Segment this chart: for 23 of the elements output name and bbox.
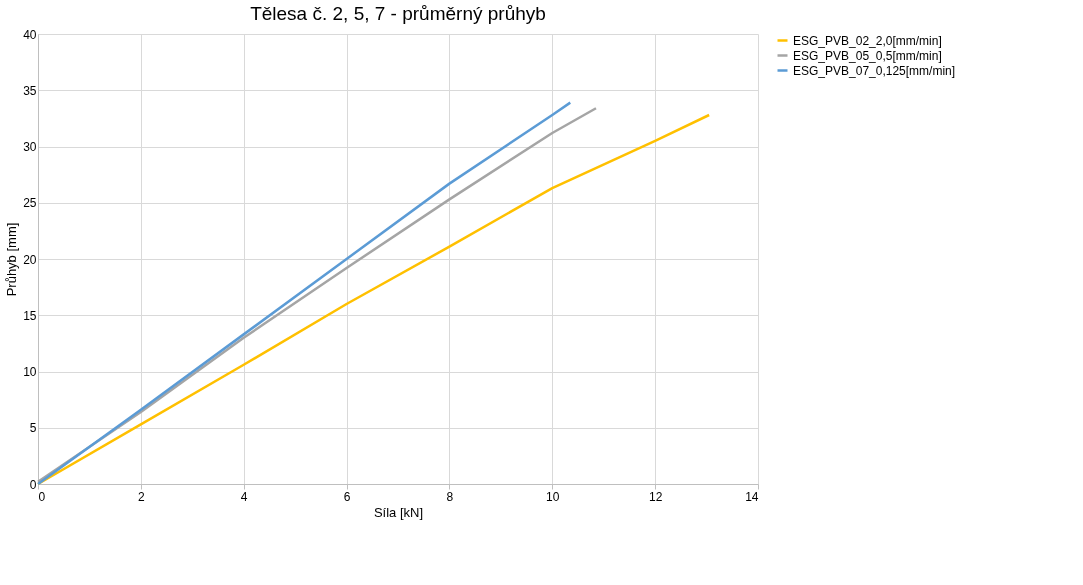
y-tick-label: 5	[29, 421, 37, 436]
y-tick-label: 0	[29, 477, 37, 492]
legend-label: ESG_PVB_05_0,5[mm/min]	[793, 48, 942, 63]
y-tick-label: 15	[23, 308, 37, 323]
x-tick-label: 8	[446, 489, 454, 504]
y-tick-label: 10	[23, 365, 37, 379]
x-axis-title: Síla [kN]	[373, 504, 424, 520]
chart-title: Tělesa č. 2, 5, 7 - průměrný průhyb	[250, 3, 546, 24]
y-axis-title: Průhyb [mm]	[4, 222, 20, 297]
x-tick-label: 10	[546, 489, 560, 504]
legend-label: ESG_PVB_02_2,0[mm/min]	[793, 33, 942, 48]
x-tick-label: 14	[745, 489, 759, 504]
x-tick-label: 12	[648, 489, 663, 504]
y-tick-label: 20	[23, 252, 37, 267]
x-tick-label: 2	[138, 489, 146, 504]
y-tick-label: 30	[23, 140, 37, 154]
y-tick-label: 35	[23, 83, 37, 98]
legend-label: ESG_PVB_07_0,125[mm/min]	[793, 63, 956, 78]
x-tick-label: 4	[240, 489, 248, 504]
y-tick-label: 25	[23, 196, 37, 211]
y-tick-label: 40	[23, 27, 37, 42]
line-series	[36, 113, 711, 486]
x-tick-label: 6	[343, 489, 351, 504]
